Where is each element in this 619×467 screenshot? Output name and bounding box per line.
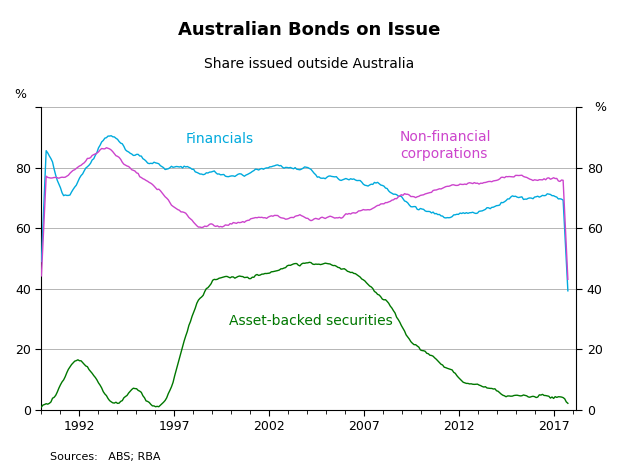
- Text: Financials: Financials: [186, 132, 254, 146]
- Title: Share issued outside Australia: Share issued outside Australia: [204, 57, 414, 71]
- Text: Asset-backed securities: Asset-backed securities: [228, 314, 392, 328]
- Text: Sources:   ABS; RBA: Sources: ABS; RBA: [50, 453, 160, 462]
- Y-axis label: %: %: [14, 88, 26, 101]
- Y-axis label: %: %: [594, 101, 607, 114]
- Text: Australian Bonds on Issue: Australian Bonds on Issue: [178, 21, 441, 39]
- Text: Non-financial
corporations: Non-financial corporations: [400, 130, 491, 162]
